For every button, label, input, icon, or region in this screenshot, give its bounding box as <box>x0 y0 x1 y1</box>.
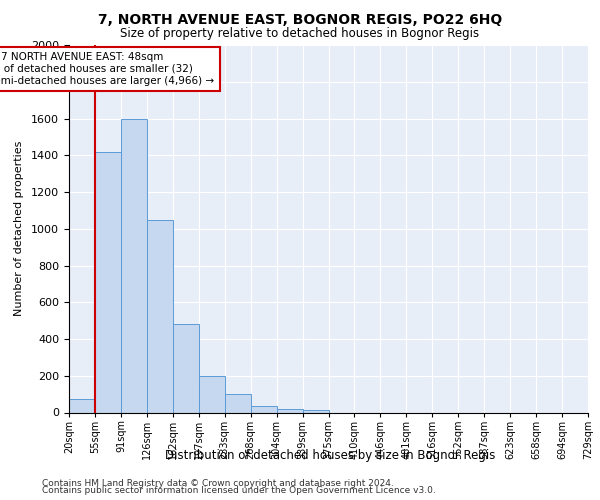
Bar <box>121 118 147 412</box>
Text: 7 NORTH AVENUE EAST: 48sqm
← 1% of detached houses are smaller (32)
99% of semi-: 7 NORTH AVENUE EAST: 48sqm ← 1% of detac… <box>0 52 215 86</box>
Text: Contains HM Land Registry data © Crown copyright and database right 2024.: Contains HM Land Registry data © Crown c… <box>42 478 394 488</box>
Bar <box>302 410 329 412</box>
Text: 7, NORTH AVENUE EAST, BOGNOR REGIS, PO22 6HQ: 7, NORTH AVENUE EAST, BOGNOR REGIS, PO22… <box>98 12 502 26</box>
Bar <box>147 220 173 412</box>
Bar <box>173 324 199 412</box>
Bar <box>251 406 277 412</box>
Text: Contains public sector information licensed under the Open Government Licence v3: Contains public sector information licen… <box>42 486 436 495</box>
Bar <box>225 394 251 412</box>
Y-axis label: Number of detached properties: Number of detached properties <box>14 141 24 316</box>
Bar <box>95 152 121 412</box>
Text: Size of property relative to detached houses in Bognor Regis: Size of property relative to detached ho… <box>121 28 479 40</box>
Bar <box>277 409 302 412</box>
Bar <box>199 376 224 412</box>
Bar <box>69 398 95 412</box>
Text: Distribution of detached houses by size in Bognor Regis: Distribution of detached houses by size … <box>165 448 495 462</box>
